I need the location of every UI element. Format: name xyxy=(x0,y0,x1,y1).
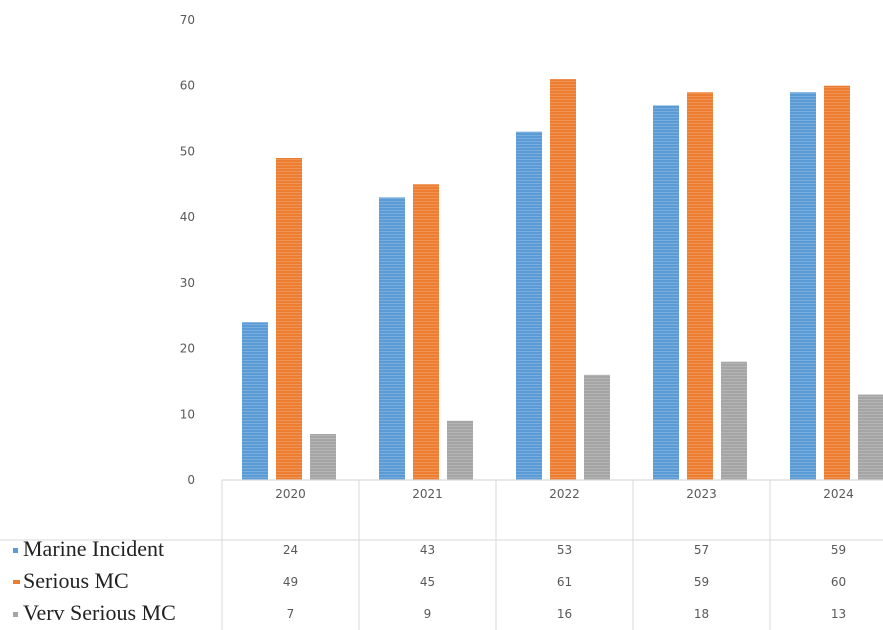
y-tick-label: 60 xyxy=(180,79,195,93)
series-name: Marine Incident xyxy=(23,536,164,561)
data-label: 43 xyxy=(420,543,435,557)
bar-texture xyxy=(721,361,747,480)
category-label: 2021 xyxy=(412,487,443,501)
y-tick-label: 10 xyxy=(180,407,195,421)
data-table-grid xyxy=(0,479,883,630)
bar-texture xyxy=(550,79,576,481)
bar-texture xyxy=(242,322,268,480)
category-labels: 2020 2021 2022 2023 2024 xyxy=(275,487,854,501)
y-axis-ticks: 0 10 20 30 40 50 60 70 xyxy=(180,13,195,487)
bar-texture xyxy=(413,184,439,481)
bar-texture xyxy=(858,394,883,480)
data-label: 45 xyxy=(420,575,435,589)
y-tick-label: 30 xyxy=(180,276,195,290)
data-label: 18 xyxy=(694,607,709,621)
bar-texture xyxy=(584,374,610,480)
data-label: 24 xyxy=(283,543,298,557)
legend-marker xyxy=(13,548,18,553)
category-label: 2020 xyxy=(275,487,306,501)
category-label: 2024 xyxy=(823,487,854,501)
data-label: 16 xyxy=(557,607,572,621)
data-label: 7 xyxy=(287,607,295,621)
series-name: Serious MC xyxy=(23,568,129,593)
legend-marker xyxy=(13,580,20,584)
y-tick-label: 50 xyxy=(180,144,195,158)
data-label: 49 xyxy=(283,575,298,589)
y-tick-label: 0 xyxy=(187,473,195,487)
y-tick-label: 70 xyxy=(180,13,195,27)
data-label: 59 xyxy=(694,575,709,589)
legend-marker xyxy=(13,612,18,617)
data-label: 13 xyxy=(831,607,846,621)
y-tick-label: 20 xyxy=(180,342,195,356)
data-label: 57 xyxy=(694,543,709,557)
bar-texture xyxy=(790,92,816,481)
bar-texture xyxy=(653,105,679,480)
bar-texture xyxy=(447,420,473,480)
data-label: 61 xyxy=(557,575,572,589)
data-label: 59 xyxy=(831,543,846,557)
bar-texture xyxy=(516,131,542,480)
y-tick-label: 40 xyxy=(180,210,195,224)
bars xyxy=(242,79,883,481)
bar-texture xyxy=(310,434,336,480)
category-label: 2023 xyxy=(686,487,717,501)
bar-texture xyxy=(687,92,713,481)
data-label: 60 xyxy=(831,575,846,589)
bar-texture xyxy=(824,85,850,480)
data-table-rows: Marine Incident 24 43 53 57 59 Serious MC 49 45 6… xyxy=(13,536,846,625)
series-name: Verv Serious MC xyxy=(23,600,176,625)
data-label: 9 xyxy=(424,607,432,621)
data-label: 53 xyxy=(557,543,572,557)
category-label: 2022 xyxy=(549,487,580,501)
bar-texture xyxy=(379,197,405,480)
bar-texture xyxy=(276,158,302,480)
